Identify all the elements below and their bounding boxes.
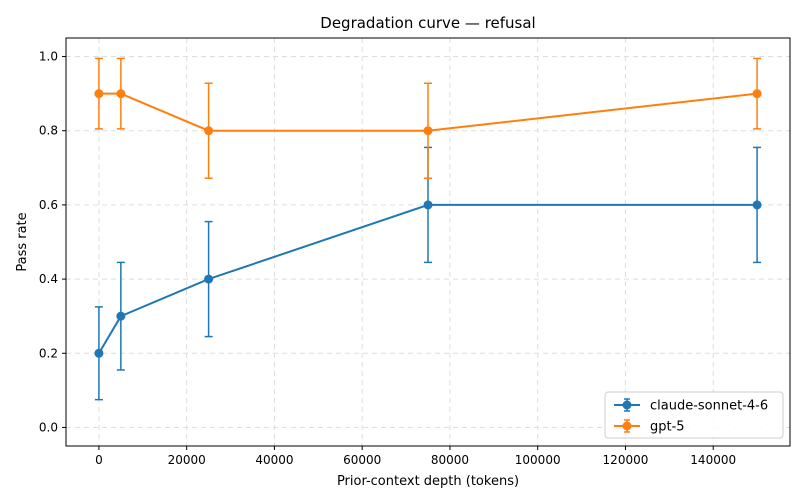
y-tick-label: 1.0 bbox=[39, 50, 58, 64]
y-axis-ticks: 0.0 0.2 0.4 0.6 0.8 1.0 bbox=[39, 50, 66, 434]
data-point bbox=[94, 348, 104, 358]
x-tick-label: 100000 bbox=[515, 453, 561, 467]
x-axis-label: Prior-context depth (tokens) bbox=[337, 474, 519, 489]
legend-label: claude-sonnet-4-6 bbox=[650, 399, 768, 414]
y-tick-label: 0.8 bbox=[39, 124, 58, 138]
x-tick-label: 60000 bbox=[343, 453, 381, 467]
x-tick-label: 20000 bbox=[168, 453, 206, 467]
legend-swatch-marker bbox=[622, 400, 632, 410]
legend-swatch-marker bbox=[622, 421, 632, 431]
y-tick-label: 0.0 bbox=[39, 420, 58, 434]
data-point bbox=[752, 89, 762, 99]
data-point bbox=[204, 274, 214, 284]
x-tick-label: 140000 bbox=[690, 453, 736, 467]
legend-box bbox=[604, 391, 784, 439]
plot-area-frame bbox=[65, 37, 791, 447]
legend-entries: claude-sonnet-4-6 gpt-5 bbox=[614, 398, 768, 435]
x-tick-label: 0 bbox=[95, 453, 103, 467]
data-point bbox=[116, 89, 126, 99]
x-tick-label: 40000 bbox=[255, 453, 293, 467]
x-axis-ticks: 0 20000 40000 60000 80000 100000 120000 140000 bbox=[95, 446, 736, 467]
legend: claude-sonnet-4-6 gpt-5 bbox=[604, 391, 784, 439]
legend-entry-1: claude-sonnet-4-6 bbox=[614, 398, 768, 414]
legend-label: gpt-5 bbox=[650, 420, 685, 435]
data-point bbox=[116, 311, 126, 321]
data-point bbox=[423, 200, 433, 210]
y-tick-label: 0.6 bbox=[39, 198, 58, 212]
y-tick-label: 0.2 bbox=[39, 346, 58, 360]
data-point bbox=[94, 89, 104, 99]
y-tick-label: 0.4 bbox=[39, 272, 58, 286]
x-tick-label: 120000 bbox=[603, 453, 649, 467]
data-point bbox=[423, 126, 433, 136]
chart-title: Degradation curve — refusal bbox=[320, 14, 535, 32]
series-group bbox=[94, 57, 762, 401]
y-axis-label: Pass rate bbox=[15, 212, 30, 271]
x-tick-label: 80000 bbox=[431, 453, 469, 467]
legend-entry-2: gpt-5 bbox=[614, 419, 685, 435]
data-point bbox=[752, 200, 762, 210]
data-point bbox=[204, 126, 214, 136]
series-2 bbox=[94, 57, 762, 179]
